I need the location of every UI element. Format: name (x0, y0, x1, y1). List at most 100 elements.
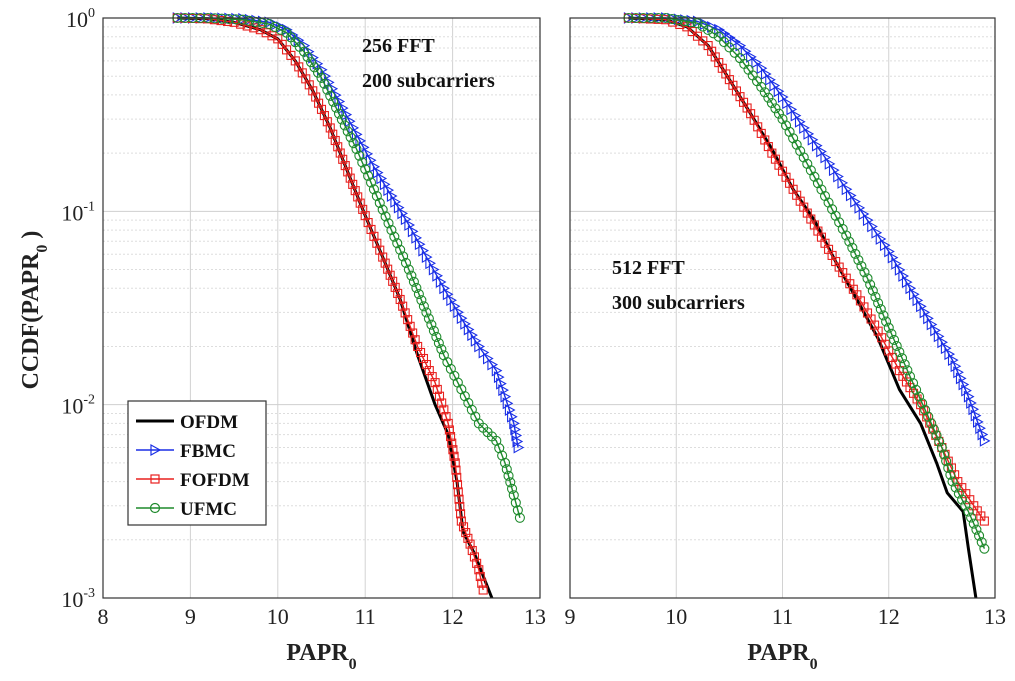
marker-circle (945, 469, 956, 480)
marker-circle (936, 442, 947, 453)
marker-circle (312, 67, 324, 78)
marker-square (692, 31, 703, 41)
marker-circle (331, 102, 342, 113)
marker-triangle (926, 318, 938, 331)
marker-circle (759, 87, 770, 98)
marker-circle (889, 334, 900, 345)
marker-circle (966, 512, 977, 523)
marker-triangle (730, 35, 741, 48)
marker-triangle (400, 213, 412, 226)
marker-circle (770, 103, 781, 114)
marker-square (378, 252, 388, 262)
marker-triangle (905, 282, 917, 295)
annotation-subcarriers: 200 subcarriers (362, 70, 495, 92)
y-tick-label: 10-2 (61, 393, 95, 419)
marker-square (477, 578, 487, 588)
marker-square (427, 372, 437, 382)
marker-circle (679, 16, 690, 27)
marker-circle (867, 285, 878, 296)
marker-triangle (372, 166, 384, 179)
marker-circle (931, 430, 942, 441)
marker-square (375, 245, 385, 255)
marker-square (335, 148, 345, 158)
marker-circle (428, 325, 439, 336)
marker-triangle (944, 348, 956, 361)
marker-triangle (887, 251, 899, 264)
marker-triangle (908, 288, 920, 301)
marker-square (369, 231, 379, 241)
marker-circle (333, 108, 345, 119)
marker-square (439, 405, 449, 415)
marker-square (979, 516, 989, 526)
marker-square (413, 341, 423, 352)
marker-square (366, 224, 376, 235)
x-tick-label: 11 (355, 604, 376, 629)
marker-circle (339, 120, 350, 131)
y-tick-label: 10-3 (61, 586, 95, 612)
marker-circle (914, 391, 925, 402)
marker-circle (795, 145, 806, 157)
marker-circle (666, 13, 678, 25)
marker-triangle (463, 323, 475, 336)
marker-circle (697, 21, 708, 32)
y-tick-label: 100 (66, 6, 95, 32)
marker-square (328, 129, 338, 139)
x-tick-label: 13 (524, 604, 546, 629)
marker-triangle (933, 330, 945, 343)
marker-circle (827, 204, 838, 215)
marker-circle (837, 223, 848, 234)
marker-square (474, 565, 484, 575)
marker-circle (819, 190, 831, 202)
marker-square (405, 321, 415, 331)
marker-circle (403, 264, 414, 275)
marker-circle (763, 92, 774, 103)
marker-circle (360, 164, 371, 175)
marker-triangle (470, 334, 482, 347)
marker-square (432, 384, 442, 394)
marker-circle (398, 251, 409, 262)
marker-square (360, 211, 370, 221)
marker-circle (886, 328, 897, 339)
x-tick-label: 11 (772, 604, 793, 629)
marker-circle (325, 90, 336, 101)
marker-circle (426, 319, 437, 330)
marker-square (455, 501, 465, 512)
marker-circle (809, 171, 820, 182)
marker-triangle (916, 300, 927, 313)
marker-triangle (439, 282, 450, 295)
left-plot-panel: 8 9 10 11 12 13 100 10-1 10-2 10-3 PAPR0 CCDF(PAPR0… (18, 6, 546, 673)
marker-circle (250, 16, 261, 27)
marker-circle (363, 170, 374, 181)
marker-circle (834, 217, 845, 228)
marker-square (403, 315, 413, 325)
marker-triangle (912, 294, 924, 307)
marker-square (424, 366, 434, 376)
marker-triangle (456, 312, 468, 325)
marker-square (355, 198, 365, 208)
marker-square (261, 28, 271, 38)
marker-triangle (379, 178, 391, 191)
marker-circle (418, 301, 429, 312)
marker-circle (512, 505, 523, 516)
marker-square (325, 123, 335, 133)
marker-circle (812, 178, 823, 189)
marker-circle (899, 359, 910, 370)
marker-circle (724, 42, 735, 53)
y-axis-label: CCDF(PAPR0 ) (18, 231, 51, 390)
marker-circle (926, 418, 937, 429)
marker-circle (703, 24, 714, 36)
marker-circle (389, 231, 400, 242)
y-tick-label: 10-1 (61, 199, 95, 225)
x-tick-label: 8 (98, 604, 109, 629)
x-tick-label: 9 (185, 604, 196, 629)
marker-triangle (740, 45, 752, 58)
marker-circle (322, 84, 333, 95)
marker-triangle (746, 50, 757, 63)
marker-circle (968, 518, 979, 529)
marker-square (333, 142, 343, 152)
marker-circle (950, 482, 961, 493)
marker-triangle (435, 276, 447, 288)
marker-circle (411, 282, 422, 293)
marker-square (350, 186, 360, 196)
marker-circle (957, 494, 968, 505)
